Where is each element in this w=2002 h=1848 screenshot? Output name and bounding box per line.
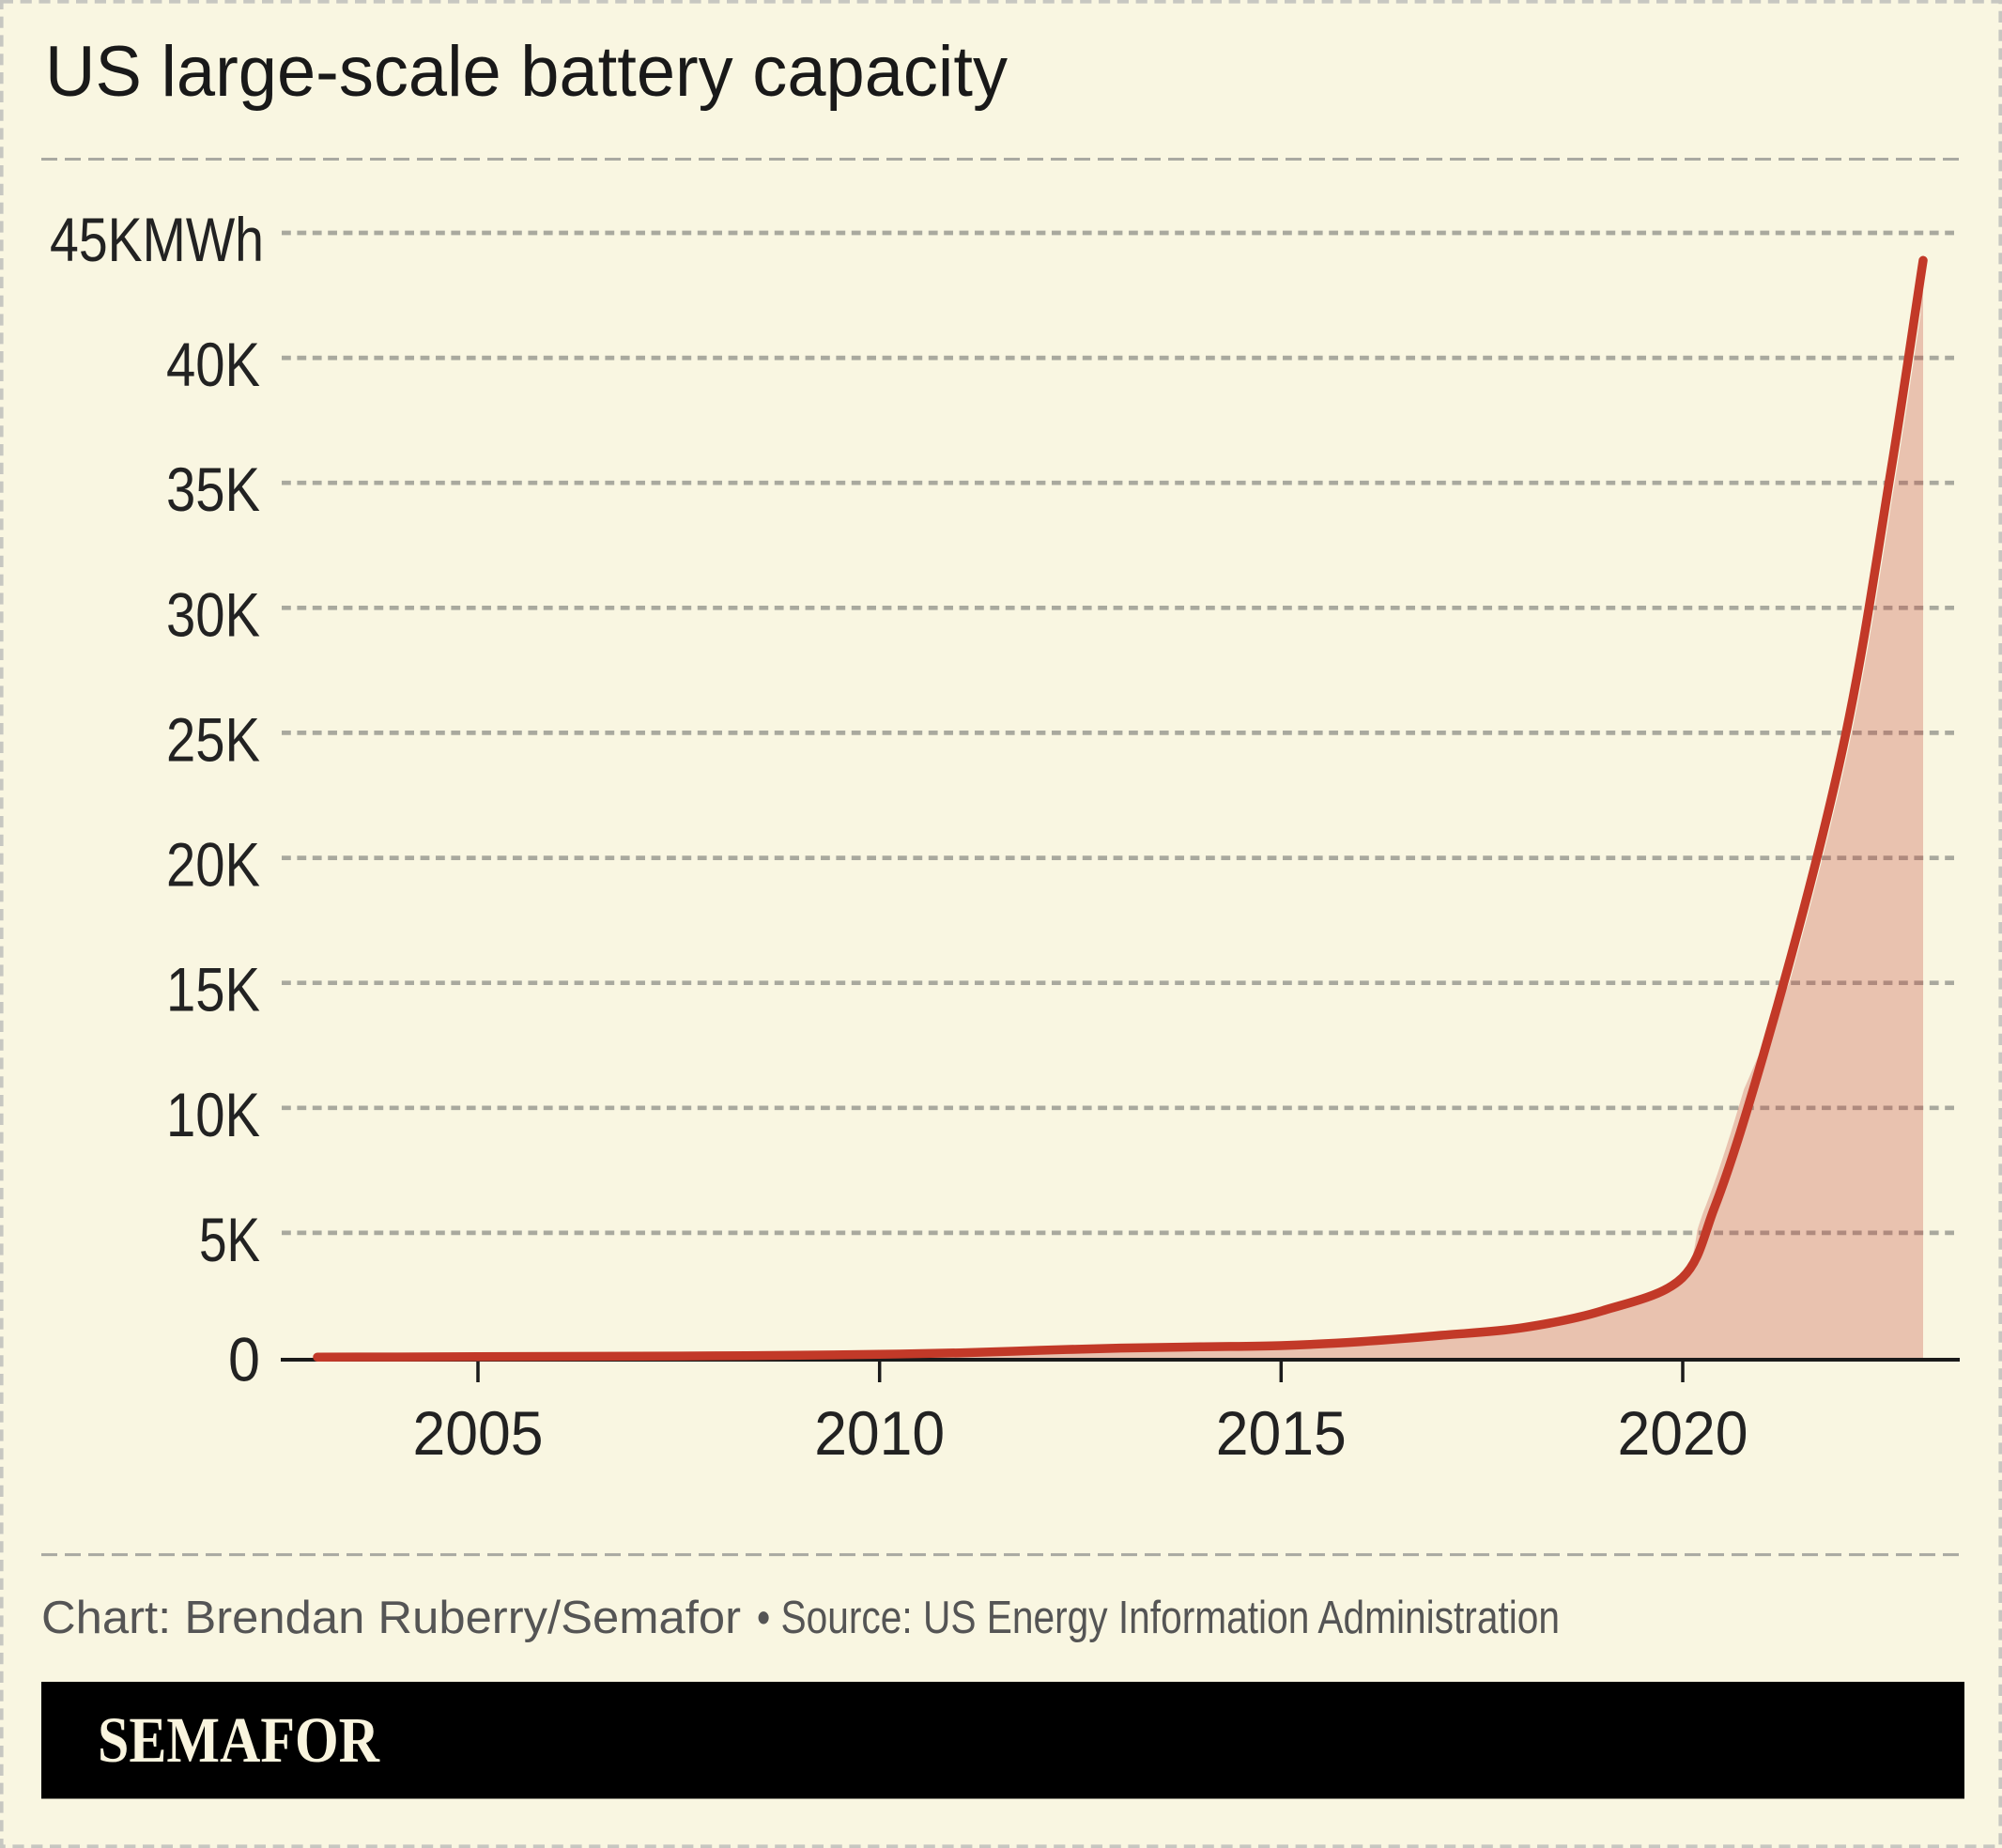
svg-text:35K: 35K	[166, 454, 260, 524]
svg-text:5K: 5K	[199, 1205, 260, 1274]
svg-text:2015: 2015	[1216, 1398, 1347, 1468]
svg-text:2020: 2020	[1618, 1398, 1748, 1468]
svg-text:15K: 15K	[166, 955, 260, 1024]
svg-text:2010: 2010	[814, 1398, 945, 1468]
svg-text:45KMWh: 45KMWh	[50, 205, 264, 274]
svg-text:US large-scale battery capacit: US large-scale battery capacity	[45, 32, 1008, 112]
svg-text:• Source: US Energy Informatio: • Source: US Energy Information Administ…	[757, 1593, 1560, 1643]
svg-text:20K: 20K	[166, 830, 260, 900]
svg-text:SEMAFOR: SEMAFOR	[98, 1704, 380, 1776]
svg-text:30K: 30K	[166, 579, 260, 649]
svg-text:2005: 2005	[413, 1398, 544, 1468]
svg-text:10K: 10K	[166, 1080, 260, 1149]
svg-text:40K: 40K	[166, 330, 260, 399]
svg-text:Chart: Brendan Ruberry/Semafor: Chart: Brendan Ruberry/Semafor	[41, 1593, 741, 1643]
svg-text:25K: 25K	[166, 704, 260, 774]
svg-text:0: 0	[228, 1325, 260, 1394]
